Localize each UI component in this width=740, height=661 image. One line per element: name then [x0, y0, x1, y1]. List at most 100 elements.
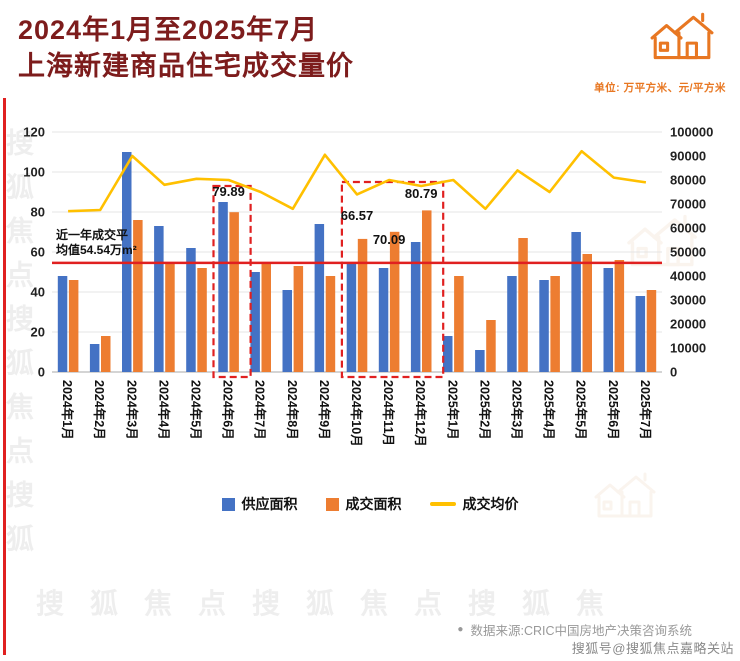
bar-deal	[101, 336, 111, 372]
bar-deal	[550, 276, 560, 372]
svg-text:40000: 40000	[670, 269, 706, 284]
unit-note: 单位: 万平方米、元/平方米	[594, 82, 726, 94]
bar-deal	[357, 238, 368, 372]
svg-text:0: 0	[670, 365, 677, 380]
bar-deal	[68, 280, 79, 372]
bar-deal	[454, 276, 464, 372]
bar-supply	[154, 226, 164, 372]
svg-text:70000: 70000	[670, 197, 706, 212]
bar-deal	[133, 220, 143, 372]
bar-supply	[89, 344, 100, 372]
svg-text:2024年4月: 2024年4月	[156, 380, 171, 440]
highlight-boxes	[212, 180, 445, 379]
combo-chart: 0 20 40 60 80 100 120 0 10000 20000 30000 40000 5000…	[0, 112, 740, 484]
price-line	[68, 149, 647, 213]
bar-deal	[389, 231, 400, 372]
y-axis-left: 0 20 40 60 80 100 120	[23, 125, 45, 380]
sohu-watermark: 搜狐号@搜狐焦点嘉略关站	[571, 641, 734, 656]
bar-supply	[571, 232, 581, 372]
x-axis-labels: 2024年1月 2024年2月 2024年3月 2024年4月 2024年5月 2024年…	[60, 380, 653, 447]
svg-text:2024年11月: 2024年11月	[381, 380, 396, 446]
bar-supply	[346, 264, 357, 372]
svg-text:近一年成交平: 近一年成交平	[56, 227, 128, 242]
bar-deal	[229, 212, 239, 372]
svg-text:2024年2月: 2024年2月	[92, 380, 107, 440]
svg-text:80.79: 80.79	[405, 186, 438, 201]
data-source: ● 数据来源:CRIC中国房地产决策咨询系统	[457, 620, 692, 639]
svg-text:2024年1月: 2024年1月	[60, 380, 75, 440]
svg-text:100: 100	[23, 165, 45, 180]
svg-text:20000: 20000	[670, 317, 706, 332]
legend-label-deal: 成交面积	[345, 496, 402, 512]
svg-text:2024年8月: 2024年8月	[285, 380, 300, 440]
svg-text:2025年4月: 2025年4月	[542, 380, 557, 440]
svg-text:2025年1月: 2025年1月	[445, 380, 460, 440]
bar-supply	[475, 350, 485, 372]
bar-deal	[646, 290, 657, 372]
bar-supply	[250, 272, 260, 372]
bar-deal	[518, 238, 528, 372]
y-axis-right: 0 10000 20000 30000 40000 50000 60000 70000 8000…	[670, 125, 713, 380]
bar-deal	[261, 264, 271, 372]
svg-text:2024年10月: 2024年10月	[349, 380, 364, 447]
svg-text:2025年7月: 2025年7月	[638, 380, 653, 440]
bars	[57, 152, 657, 372]
svg-text:2025年3月: 2025年3月	[510, 380, 525, 440]
svg-text:80000: 80000	[670, 173, 706, 188]
point-labels: 79.89 66.57 70.09 80.79	[212, 184, 437, 247]
legend-swatch-supply	[221, 497, 235, 511]
title-line2: 上海新建商品住宅成交量价	[18, 51, 354, 82]
svg-text:90000: 90000	[670, 149, 706, 164]
legend-item-price: 成交均价	[429, 494, 519, 514]
legend-item-deal: 成交面积	[325, 494, 402, 514]
legend-label-price: 成交均价	[462, 496, 519, 512]
bar-deal	[293, 266, 304, 372]
bar-supply	[186, 248, 196, 372]
svg-text:2024年12月: 2024年12月	[413, 380, 428, 447]
bar-deal	[197, 268, 207, 372]
bar-supply	[603, 268, 613, 372]
svg-text:30000: 30000	[670, 293, 706, 308]
legend-swatch-deal	[325, 497, 339, 511]
bar-deal	[325, 276, 336, 372]
bullet-icon: ●	[457, 624, 464, 635]
bar-supply	[282, 290, 292, 372]
svg-text:60: 60	[31, 245, 45, 260]
watermark-row: 搜狐焦点搜狐焦点搜狐焦	[36, 588, 631, 619]
legend-item-supply: 供应面积	[221, 494, 298, 514]
bar-supply	[57, 276, 68, 372]
svg-text:2025年2月: 2025年2月	[477, 380, 492, 440]
svg-text:2024年5月: 2024年5月	[189, 380, 204, 440]
left-accent-line	[3, 98, 6, 655]
bar-supply	[539, 280, 549, 372]
svg-text:2025年6月: 2025年6月	[606, 380, 621, 440]
chart-legend: 供应面积 成交面积 成交均价	[0, 494, 740, 514]
bar-deal	[486, 320, 496, 372]
bar-supply	[314, 224, 325, 372]
bar-supply	[378, 268, 389, 372]
bar-deal	[582, 254, 592, 372]
svg-text:2024年6月: 2024年6月	[221, 380, 236, 440]
bar-supply	[635, 296, 646, 372]
house-icon	[648, 10, 714, 68]
title-line1: 2024年1月至2025年7月	[18, 15, 319, 45]
bar-supply	[443, 336, 453, 372]
svg-text:120: 120	[23, 125, 45, 140]
svg-text:10000: 10000	[670, 341, 706, 356]
svg-text:79.89: 79.89	[212, 184, 245, 199]
svg-text:40: 40	[31, 285, 45, 300]
svg-text:70.09: 70.09	[373, 232, 406, 247]
bar-deal	[422, 210, 432, 372]
page-title: 2024年1月至2025年7月 上海新建商品住宅成交量价	[18, 12, 354, 85]
bar-supply	[218, 202, 228, 372]
bar-supply	[410, 242, 421, 372]
svg-text:80: 80	[31, 205, 45, 220]
svg-text:均值54.54万m²: 均值54.54万m²	[56, 242, 137, 257]
svg-text:50000: 50000	[670, 245, 706, 260]
bar-supply	[507, 276, 517, 372]
svg-text:2024年3月: 2024年3月	[124, 380, 139, 440]
svg-text:2024年7月: 2024年7月	[253, 380, 268, 440]
svg-text:0: 0	[38, 365, 45, 380]
